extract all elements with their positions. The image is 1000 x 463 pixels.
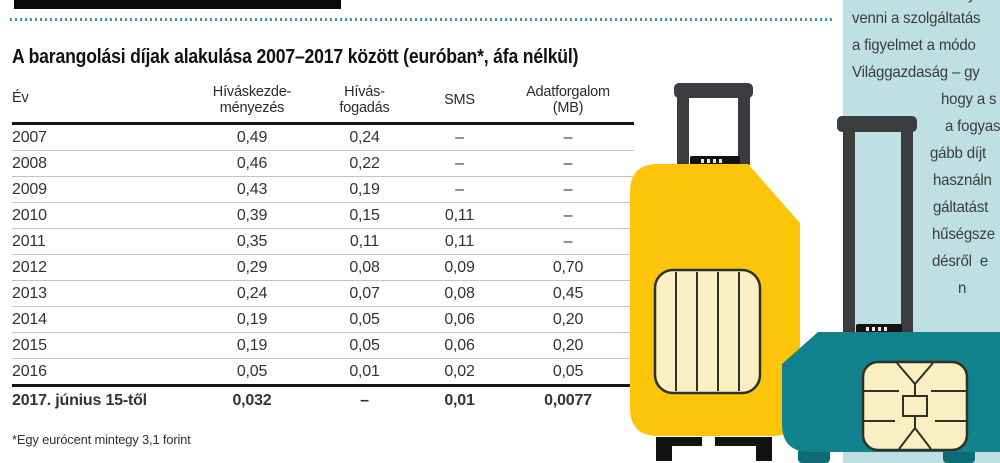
- cell-call-start: 0,43: [236, 180, 268, 198]
- cell-call-start: 0,19: [236, 336, 268, 354]
- sim-chip-icon: [653, 268, 762, 395]
- article-text-line: Világgazdaság – gy: [852, 64, 980, 81]
- dotted-divider: [10, 18, 832, 21]
- cell-call-start: 0,46: [236, 154, 268, 172]
- cell-sms: 0,02: [444, 362, 475, 380]
- cell-call-receive: 0,05: [349, 310, 380, 328]
- cell-sms: –: [455, 154, 464, 172]
- cell-data-mb: 0,20: [552, 310, 584, 328]
- cell-sms: 0,01: [444, 392, 475, 410]
- cell-year: 2016: [12, 362, 47, 380]
- column-header: Hívás-fogadás: [339, 84, 390, 117]
- cell-year: 2007: [12, 128, 47, 146]
- article-text-line: y: [968, 0, 976, 4]
- roaming-rates-table: Év Híváskezde-ményezés Hívás-fogadás SMS Ada…: [12, 84, 634, 415]
- cell-sms: –: [455, 180, 464, 198]
- cell-call-start: 0,24: [236, 284, 268, 302]
- cell-call-receive: 0,07: [349, 284, 380, 302]
- cell-call-receive: 0,05: [349, 336, 380, 354]
- article-text-line: venni a szolgáltatás: [852, 10, 981, 27]
- cell-sms: 0,11: [444, 232, 475, 250]
- cell-call-start: 0,19: [236, 310, 268, 328]
- cell-data-mb: –: [563, 206, 573, 224]
- article-text-line: hűségsze: [932, 226, 995, 243]
- article-panel: y venni a szolgáltatás a figyelmet a módo V…: [843, 0, 1000, 463]
- handle-latch: [690, 156, 740, 166]
- cell-call-start: 0,39: [236, 206, 268, 224]
- cell-call-start: 0,032: [232, 392, 272, 410]
- cell-sms: 0,08: [444, 284, 475, 302]
- sim-card-body: [630, 164, 800, 436]
- table-row: 2009 0,43 0,19 – –: [12, 177, 634, 203]
- luggage-wheels: [656, 437, 772, 461]
- cell-year: 2010: [12, 206, 47, 224]
- footnote: *Egy eurócent mintegy 3,1 forint: [12, 432, 191, 447]
- cell-sms: 0,06: [444, 310, 475, 328]
- cell-data-mb: 0,20: [552, 336, 584, 354]
- cell-year: 2013: [12, 284, 47, 302]
- table-row: 2007 0,49 0,24 – –: [12, 124, 634, 151]
- cell-year: 2011: [12, 232, 46, 250]
- column-header: SMS: [444, 92, 475, 109]
- column-header: Híváskezde-ményezés: [212, 84, 292, 117]
- top-black-bar: [14, 0, 341, 9]
- cell-call-receive: –: [360, 392, 369, 410]
- cell-year: 2009: [12, 180, 47, 198]
- cell-sms: 0,11: [444, 206, 475, 224]
- cell-call-receive: 0,15: [349, 206, 380, 224]
- cell-year: 2015: [12, 336, 47, 354]
- table-row: 2010 0,39 0,15 0,11 –: [12, 203, 634, 229]
- article-text-line: a figyelmet a módo: [852, 37, 976, 54]
- luggage-handle-icon: [674, 83, 753, 165]
- cell-call-receive: 0,24: [349, 128, 380, 146]
- table-row: 2016 0,05 0,01 0,02 0,05: [12, 359, 634, 386]
- cell-call-receive: 0,22: [349, 154, 380, 172]
- cell-year: 2012: [12, 258, 47, 276]
- table-row: 2013 0,24 0,07 0,08 0,45: [12, 281, 634, 307]
- table-header: Év Híváskezde-ményezés Hívás-fogadás SMS Ada…: [12, 84, 634, 124]
- article-text-line: a fogyas: [945, 118, 1000, 135]
- column-header: Adatforgalom (MB): [526, 84, 610, 117]
- cell-call-start: 0,29: [236, 258, 268, 276]
- cell-sms: 0,09: [444, 258, 475, 276]
- cell-call-receive: 0,01: [349, 362, 380, 380]
- cell-data-mb: 0,0077: [544, 392, 592, 410]
- cell-call-start: 0,49: [236, 128, 268, 146]
- cell-data-mb: –: [563, 154, 573, 172]
- cell-call-start: 0,35: [236, 232, 268, 250]
- cell-data-mb: –: [563, 180, 573, 198]
- cell-data-mb: 0,45: [552, 284, 584, 302]
- chart-title: A barangolási díjak alakulása 2007–2017 …: [12, 46, 579, 68]
- cell-sms: 0,06: [444, 336, 475, 354]
- article-text-line: használn: [933, 172, 992, 189]
- article-text-line: n: [958, 280, 967, 297]
- cell-year: 2014: [12, 310, 47, 328]
- cell-call-receive: 0,08: [349, 258, 380, 276]
- table-row: 2008 0,46 0,22 – –: [12, 151, 634, 177]
- cell-call-receive: 0,19: [349, 180, 380, 198]
- yellow-sim-suitcase: [630, 83, 800, 461]
- table-row: 2017. június 15-től 0,032 – 0,01 0,0077: [12, 386, 634, 416]
- article-text-line: désről e: [932, 253, 989, 270]
- cell-year: 2017. június 15-től: [12, 392, 147, 410]
- cell-call-receive: 0,11: [349, 232, 380, 250]
- cell-call-start: 0,05: [236, 362, 268, 380]
- table-row: 2011 0,35 0,11 0,11 –: [12, 229, 634, 255]
- article-text-line: gább díjt: [930, 145, 987, 162]
- table-row: 2015 0,19 0,05 0,06 0,20: [12, 333, 634, 359]
- table-row: 2014 0,19 0,05 0,06 0,20: [12, 307, 634, 333]
- cell-data-mb: 0,05: [552, 362, 584, 380]
- article-text-line: hogy a s: [941, 91, 997, 108]
- cell-sms: –: [455, 128, 464, 146]
- cell-data-mb: –: [563, 232, 573, 250]
- article-text-line: gáltatást: [933, 199, 989, 216]
- cell-year: 2008: [12, 154, 47, 172]
- cell-data-mb: –: [563, 128, 573, 146]
- column-header: Év: [12, 90, 29, 107]
- table-row: 2012 0,29 0,08 0,09 0,70: [12, 255, 634, 281]
- cell-data-mb: 0,70: [552, 258, 584, 276]
